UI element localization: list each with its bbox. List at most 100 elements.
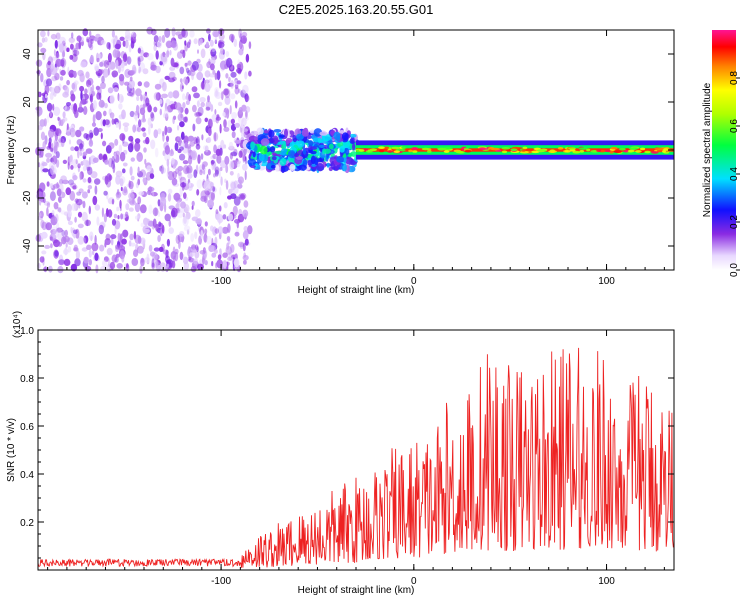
heatmap-cell bbox=[204, 117, 209, 123]
heatmap-cell bbox=[297, 164, 307, 171]
heatmap-cell bbox=[41, 191, 46, 199]
heatmap-cell bbox=[81, 211, 88, 222]
heatmap-cell bbox=[165, 113, 169, 121]
heatmap-cell bbox=[64, 229, 68, 237]
heatmap-cell bbox=[44, 244, 51, 249]
heatmap-cell bbox=[129, 70, 136, 75]
heatmap-cell bbox=[151, 258, 155, 268]
heatmap-cell bbox=[89, 54, 95, 64]
heatmap-cell bbox=[69, 73, 74, 78]
heatmap-cell bbox=[234, 100, 238, 109]
heatmap-cell bbox=[207, 168, 211, 176]
heatmap-cell bbox=[201, 134, 204, 141]
heatmap-cell bbox=[152, 207, 159, 217]
heatmap-cell bbox=[161, 224, 165, 234]
heatmap-cell bbox=[212, 30, 220, 38]
heatmap-cell bbox=[206, 28, 211, 34]
heatmap-cell bbox=[245, 53, 250, 63]
heatmap-cell bbox=[200, 229, 204, 240]
heatmap-cell bbox=[206, 235, 213, 245]
heatmap-cell bbox=[166, 50, 170, 58]
heatmap-cell bbox=[164, 152, 171, 162]
heatmap-cell bbox=[89, 231, 94, 241]
heatmap-cell bbox=[225, 73, 229, 79]
heatmap-cell bbox=[217, 254, 222, 260]
heatmap-cell bbox=[90, 86, 93, 93]
heatmap-cell bbox=[182, 160, 189, 165]
heatmap-cell bbox=[227, 213, 234, 222]
heatmap-cell bbox=[187, 60, 192, 66]
heatmap-cell bbox=[222, 226, 229, 234]
heatmap-cell bbox=[204, 260, 208, 266]
heatmap-cell bbox=[124, 39, 129, 49]
heatmap-cell bbox=[437, 147, 447, 151]
heatmap-cell bbox=[308, 140, 314, 147]
heatmap-cell bbox=[242, 230, 249, 240]
heatmap-cell bbox=[55, 151, 60, 159]
heatmap-cell bbox=[244, 93, 249, 103]
heatmap-cell bbox=[241, 31, 248, 38]
heatmap-cell bbox=[81, 191, 88, 199]
heatmap-cell bbox=[84, 219, 91, 226]
heatmap-cell bbox=[43, 118, 47, 127]
heatmap-cell bbox=[42, 197, 46, 203]
heatmap-cell bbox=[131, 258, 139, 266]
heatmap-cell bbox=[245, 110, 248, 119]
heatmap-cell bbox=[199, 169, 203, 176]
heatmap-cell bbox=[75, 198, 83, 206]
heatmap-cell bbox=[214, 228, 219, 234]
heatmap-cell bbox=[214, 166, 220, 175]
heatmap-cell bbox=[230, 80, 234, 89]
heatmap-cell bbox=[40, 30, 46, 38]
heatmap-cell bbox=[196, 100, 200, 108]
heatmap-cell bbox=[117, 92, 120, 102]
heatmap-cell bbox=[70, 182, 77, 188]
heatmap-cell bbox=[186, 164, 193, 174]
heatmap-cell bbox=[350, 158, 355, 165]
heatmap-cell bbox=[244, 238, 249, 246]
heatmap-cell bbox=[71, 53, 78, 63]
heatmap-cell bbox=[208, 33, 211, 42]
heatmap-cell bbox=[118, 144, 123, 154]
heatmap-cell bbox=[242, 153, 246, 163]
heatmap-cell bbox=[341, 132, 349, 141]
heatmap-cell bbox=[242, 163, 248, 171]
heatmap-cell bbox=[112, 38, 116, 49]
heatmap-cell bbox=[175, 102, 182, 111]
heatmap-cell bbox=[650, 151, 659, 154]
heatmap-cell bbox=[224, 178, 227, 183]
heatmap-cell bbox=[214, 249, 218, 254]
heatmap-cell bbox=[76, 35, 82, 42]
heatmap-cell bbox=[46, 207, 49, 217]
heatmap-cell bbox=[191, 244, 197, 251]
heatmap-cell bbox=[105, 233, 111, 241]
heatmap-cell bbox=[222, 112, 226, 117]
heatmap-cell bbox=[230, 93, 236, 100]
heatmap-cell bbox=[153, 92, 160, 101]
heatmap-cell bbox=[155, 50, 159, 60]
heatmap-cell bbox=[203, 233, 208, 243]
heatmap-cell bbox=[51, 87, 55, 96]
heatmap-cell bbox=[88, 205, 92, 215]
heatmap-cell bbox=[103, 256, 109, 262]
heatmap-cell bbox=[161, 93, 168, 99]
heatmap-cell bbox=[111, 160, 115, 169]
heatmap-cell bbox=[137, 235, 142, 244]
heatmap-cell bbox=[93, 127, 99, 136]
heatmap-cell bbox=[70, 124, 75, 133]
heatmap-cell bbox=[87, 85, 91, 94]
heatmap-cell bbox=[143, 217, 149, 226]
heatmap-cell bbox=[171, 178, 178, 186]
heatmap-cell bbox=[239, 194, 246, 201]
heatmap-cell bbox=[94, 37, 99, 42]
heatmap-cell bbox=[58, 196, 62, 203]
heatmap-cell bbox=[95, 264, 99, 274]
heatmap-cell bbox=[136, 95, 140, 101]
heatmap-cell bbox=[77, 236, 85, 245]
heatmap-cell bbox=[61, 229, 66, 237]
heatmap-cell bbox=[393, 150, 400, 153]
heatmap-cell bbox=[247, 158, 257, 166]
heatmap-cell bbox=[258, 152, 265, 162]
heatmap-cell bbox=[164, 145, 170, 155]
heatmap-cell bbox=[201, 164, 205, 171]
